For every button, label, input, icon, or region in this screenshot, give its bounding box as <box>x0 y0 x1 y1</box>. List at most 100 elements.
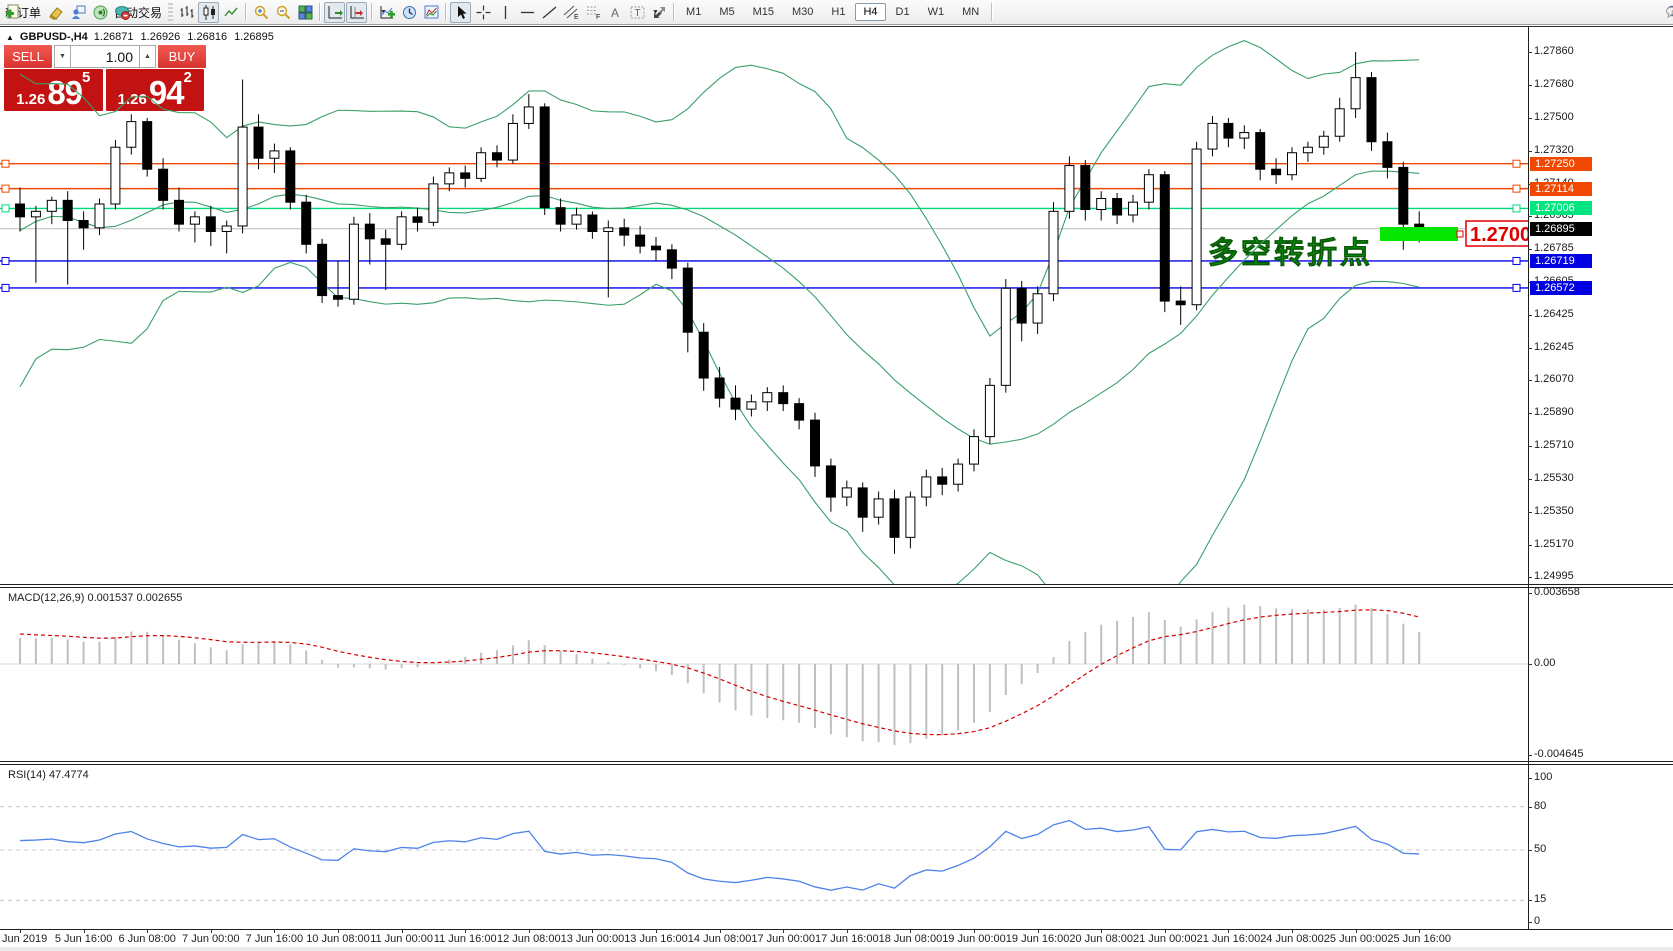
price-label-box[interactable] <box>1465 220 1528 247</box>
rsi-axis-tick <box>1528 922 1532 923</box>
toolbar-separator <box>445 3 447 21</box>
line-handle[interactable] <box>1 204 10 213</box>
volume-down-button[interactable]: ▼ <box>54 45 71 68</box>
crosshair-button[interactable] <box>472 2 493 23</box>
price-axis-tick <box>1528 248 1532 250</box>
equidistant-channel-button[interactable]: E <box>560 2 581 23</box>
candle-body <box>1223 122 1234 139</box>
panel-divider[interactable] <box>0 761 1673 762</box>
panel-divider[interactable] <box>0 587 1673 588</box>
time-axis-label: 7 Jun 00:00 <box>182 933 240 945</box>
eraser-button[interactable] <box>45 2 66 23</box>
candle-body <box>539 106 550 209</box>
templates-button[interactable]: ▼ <box>420 2 441 23</box>
rsi-axis-tick <box>1528 806 1532 808</box>
line-handle[interactable] <box>1 184 10 193</box>
timeframe-M30[interactable]: M30 <box>792 6 814 18</box>
tile-windows-button[interactable] <box>294 2 315 23</box>
time-axis-tick <box>83 929 85 933</box>
price-axis-label: 1.27860 <box>1534 45 1574 57</box>
line-handle[interactable] <box>1512 184 1521 193</box>
line-handle[interactable] <box>1512 256 1521 265</box>
candle-body <box>714 377 725 399</box>
chat-icon[interactable] <box>1665 4 1673 21</box>
timeframe-H1[interactable]: H1 <box>831 6 846 18</box>
fibonacci-button[interactable]: F <box>582 2 603 23</box>
vertical-line-button[interactable] <box>494 2 515 23</box>
timeframe-MN[interactable]: MN <box>962 6 980 18</box>
arrows-button[interactable]: ▼ <box>648 2 669 23</box>
volume-up-button[interactable]: ▲ <box>139 45 156 68</box>
price-axis-label: 1.26785 <box>1534 241 1574 254</box>
zoom-out-button[interactable] <box>272 2 293 23</box>
timeframe-D1[interactable]: D1 <box>895 6 910 18</box>
indicators-button[interactable]: ▼ <box>376 2 397 23</box>
line-handle[interactable] <box>1 159 10 168</box>
templates-icon <box>424 5 439 18</box>
zoom-in-button[interactable] <box>250 2 271 23</box>
toolbar-separator <box>673 3 675 21</box>
candle-body <box>778 392 789 405</box>
line-handle[interactable] <box>1512 204 1521 213</box>
rsi-name: RSI(14) <box>8 769 46 781</box>
line-handle[interactable] <box>1 256 10 265</box>
candle-body <box>460 172 471 179</box>
bar-chart-button[interactable] <box>176 2 197 23</box>
periods-button[interactable]: ▼ <box>398 2 419 23</box>
macd-axis-tick <box>1528 754 1532 756</box>
equidistant-channel-icon: E <box>563 5 579 21</box>
line-handle[interactable] <box>1512 283 1521 292</box>
horizontal-line-button[interactable] <box>516 2 537 23</box>
time-axis-tick <box>846 929 848 933</box>
zoom-out-icon <box>276 5 291 19</box>
autotrading-button[interactable]: 自动交易 <box>111 2 165 23</box>
cursor-button[interactable] <box>450 1 472 23</box>
time-axis-label: 24 Jun 08:00 <box>1260 933 1324 945</box>
buy-price-box[interactable]: 1.26 94 2 <box>105 69 204 111</box>
signal-button[interactable] <box>89 2 110 23</box>
timeframe-H4[interactable]: H4 <box>855 3 886 21</box>
market-watch-button[interactable] <box>67 2 88 23</box>
timeframe-M15[interactable]: M15 <box>752 6 774 18</box>
bollinger-lower <box>19 261 1420 584</box>
sell-button[interactable]: SELL <box>4 45 52 68</box>
annotation-text[interactable]: 多空转折点 <box>1208 237 1373 271</box>
trendline-button[interactable] <box>538 2 559 23</box>
label-anchor[interactable] <box>1456 230 1464 238</box>
timeframe-M5[interactable]: M5 <box>719 6 735 18</box>
text-label-button[interactable]: T <box>626 2 647 23</box>
candlestick-chart-button[interactable] <box>198 1 220 23</box>
price-axis-label: 1.25890 <box>1534 405 1574 418</box>
price-tag-1.26719: 1.26719 <box>1530 253 1592 268</box>
price-chart[interactable]: 多空转折点 1.27006 <box>0 27 1528 584</box>
line-chart-button[interactable] <box>220 2 241 23</box>
timeframe-M1[interactable]: M1 <box>686 6 702 18</box>
highlight-rectangle[interactable] <box>1380 227 1458 241</box>
time-axis-tick <box>1355 929 1357 933</box>
candle-body <box>1032 293 1043 324</box>
buy-button[interactable]: BUY <box>158 45 206 68</box>
time-axis-tick <box>783 929 785 933</box>
auto-scroll-button[interactable] <box>324 1 346 23</box>
time-axis-tick <box>1419 929 1421 933</box>
line-handle[interactable] <box>1512 159 1521 168</box>
candle-body <box>364 223 375 240</box>
volume-input[interactable] <box>71 45 139 68</box>
macd-axis-tick <box>1528 664 1532 665</box>
time-axis-tick <box>210 929 212 933</box>
time-axis-line <box>0 929 1673 930</box>
text-button[interactable]: A <box>604 2 625 23</box>
timeframe-W1[interactable]: W1 <box>927 6 945 18</box>
new-order-button[interactable]: 新订单 <box>2 2 44 23</box>
collapse-arrow-icon[interactable]: ▲ <box>6 32 14 42</box>
macd-chart[interactable] <box>0 589 1528 760</box>
rsi-axis-tick <box>1528 900 1532 902</box>
price-tag-1.26895: 1.26895 <box>1530 221 1592 236</box>
panel-divider[interactable] <box>0 584 1673 585</box>
chart-shift-button[interactable] <box>346 1 368 23</box>
line-handle[interactable] <box>1 283 10 292</box>
candle-body <box>889 498 900 538</box>
rsi-chart[interactable] <box>0 765 1528 928</box>
panel-divider[interactable] <box>0 764 1673 765</box>
candle-body <box>603 227 614 232</box>
